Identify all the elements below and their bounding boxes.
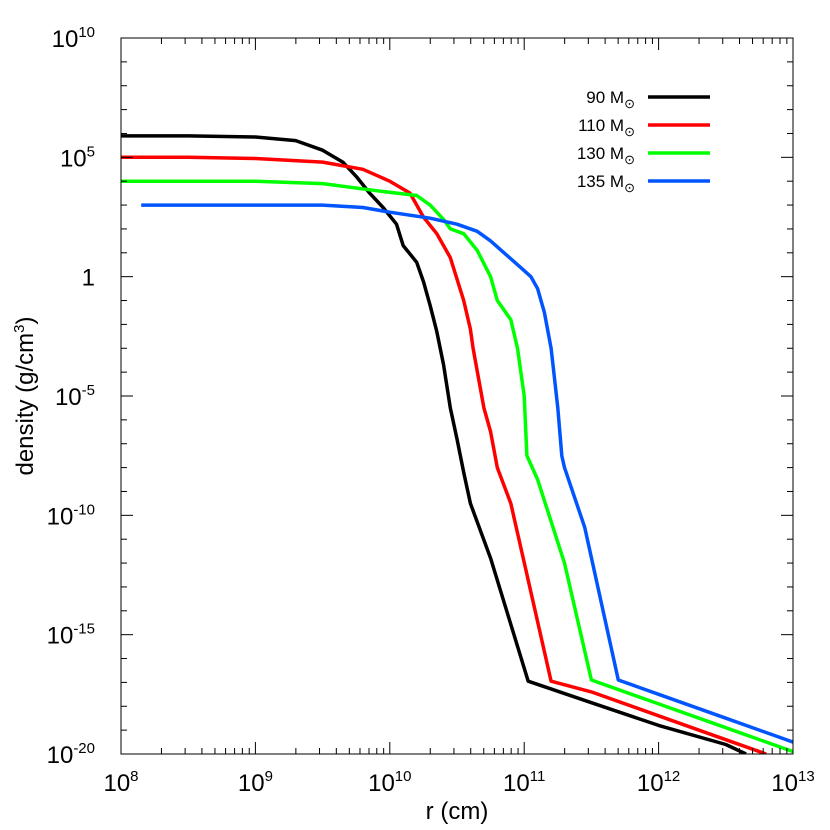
axis-ticks <box>120 37 794 755</box>
y-tick-label: 10-10 <box>47 501 95 530</box>
legend-label-1: 90 M⊙ <box>586 88 635 111</box>
y-tick-exponent: 5 <box>87 143 95 160</box>
x-tick-label: 108 <box>103 768 138 797</box>
y-axis-label-main: density (g/cm <box>12 333 39 476</box>
y-tick-exponent: 10 <box>78 24 95 41</box>
legend-label-name: 90 M <box>586 88 624 107</box>
plot-area <box>121 134 793 754</box>
x-tick-base: 10 <box>771 770 798 797</box>
legend-label-4: 135 M⊙ <box>577 172 635 195</box>
x-axis-label: r (cm) <box>426 798 489 825</box>
x-tick-base: 10 <box>238 770 265 797</box>
y-tick-base: 10 <box>60 145 87 172</box>
y-tick-label: 1 <box>82 265 95 292</box>
y-axis-label-tail: ) <box>12 316 39 324</box>
legend-label-symbol: ⊙ <box>624 96 635 111</box>
x-tick-label: 1011 <box>503 768 545 797</box>
y-tick-label: 1010 <box>52 24 95 53</box>
legend-label-symbol: ⊙ <box>624 124 635 139</box>
y-axis-label: density (g/cm3) <box>11 316 39 475</box>
x-tick-label: 1010 <box>368 768 411 797</box>
legend-label-2: 110 M⊙ <box>578 116 635 139</box>
series-line-1 <box>121 134 747 754</box>
x-tick-exponent: 12 <box>664 768 681 785</box>
legend-label-symbol: ⊙ <box>624 180 635 195</box>
x-tick-exponent: 9 <box>265 768 273 785</box>
x-tick-base: 10 <box>368 770 395 797</box>
series-line-2 <box>121 155 767 754</box>
y-tick-label: 105 <box>60 143 95 172</box>
y-tick-label: 10-5 <box>55 382 95 411</box>
y-tick-label: 10-15 <box>47 621 95 650</box>
x-tick-label: 1012 <box>637 768 680 797</box>
y-tick-exponent: -10 <box>73 501 95 518</box>
y-tick-label: 10-20 <box>47 740 95 769</box>
tick-labels: 108 109 1010 1011 1012 10131010105110-510-101… <box>47 24 815 797</box>
series-line-3 <box>121 179 793 754</box>
x-tick-base: 10 <box>103 770 130 797</box>
y-tick-base: 10 <box>47 623 74 650</box>
legend-label-name: 130 M <box>577 144 624 163</box>
legend-label-symbol: ⊙ <box>624 152 635 167</box>
legend-label-name: 135 M <box>577 172 624 191</box>
x-tick-exponent: 8 <box>130 768 138 785</box>
x-tick-exponent: 13 <box>798 768 815 785</box>
y-tick-base: 10 <box>52 26 79 53</box>
y-tick-base: 10 <box>47 742 74 769</box>
y-tick-base: 1 <box>82 265 95 292</box>
y-tick-exponent: -20 <box>73 740 95 757</box>
series-line-4 <box>141 203 793 744</box>
legend-label-3: 130 M⊙ <box>577 144 635 167</box>
y-tick-exponent: -5 <box>82 382 95 399</box>
legend: 90 M⊙110 M⊙130 M⊙135 M⊙ <box>577 88 710 195</box>
y-tick-base: 10 <box>55 384 82 411</box>
y-axis-label-exponent: 3 <box>11 324 28 332</box>
x-tick-exponent: 10 <box>395 768 412 785</box>
x-tick-base: 10 <box>503 770 530 797</box>
x-tick-label: 109 <box>238 768 273 797</box>
x-tick-label: 1013 <box>771 768 814 797</box>
legend-label-name: 110 M <box>578 116 624 135</box>
x-tick-base: 10 <box>637 770 664 797</box>
y-tick-exponent: -15 <box>73 621 95 638</box>
plot-frame <box>120 37 794 755</box>
x-tick-exponent: 11 <box>530 768 546 785</box>
y-tick-base: 10 <box>47 503 74 530</box>
